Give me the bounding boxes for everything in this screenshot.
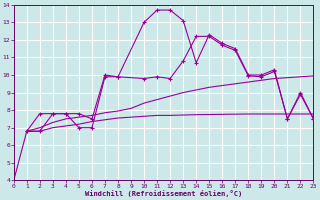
X-axis label: Windchill (Refroidissement éolien,°C): Windchill (Refroidissement éolien,°C) [85,190,242,197]
